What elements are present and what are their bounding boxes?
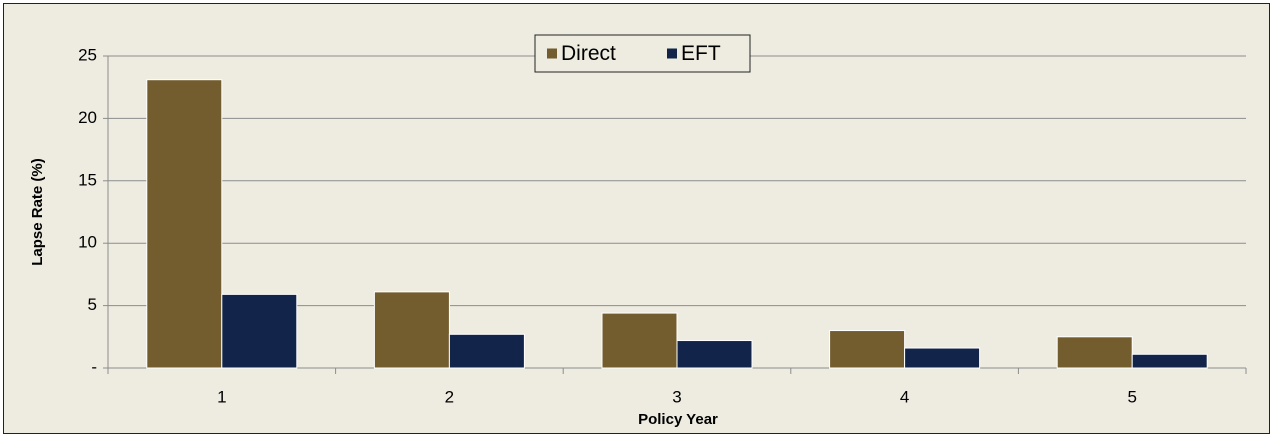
y-tick-label: 20 [78, 108, 97, 127]
x-axis-label: Policy Year [638, 411, 718, 428]
x-tick-label: 2 [445, 387, 454, 406]
bar [221, 293, 298, 369]
y-tick-label: 15 [78, 170, 97, 189]
x-tick-label: 5 [1127, 387, 1136, 406]
y-tick-label: - [91, 357, 97, 376]
bar [146, 79, 223, 369]
y-tick-label: 25 [78, 45, 97, 64]
bar [601, 312, 678, 369]
bar [373, 291, 450, 369]
y-tick-label: 5 [88, 295, 97, 314]
legend-label: EFT [681, 42, 721, 65]
legend-label: Direct [561, 42, 616, 65]
legend-swatch [667, 48, 677, 59]
legend-swatch [547, 48, 557, 59]
bar [904, 347, 981, 369]
bar [1056, 336, 1133, 369]
y-axis-label: Lapse Rate (%) [29, 158, 46, 266]
bar [448, 333, 525, 369]
bar [1131, 353, 1208, 369]
bar [829, 330, 906, 369]
x-tick-label: 4 [900, 387, 909, 406]
x-tick-label: 1 [217, 387, 226, 406]
x-tick-label: 3 [672, 387, 681, 406]
y-tick-label: 10 [78, 233, 97, 252]
legend-box [534, 34, 751, 73]
bar [676, 340, 753, 369]
